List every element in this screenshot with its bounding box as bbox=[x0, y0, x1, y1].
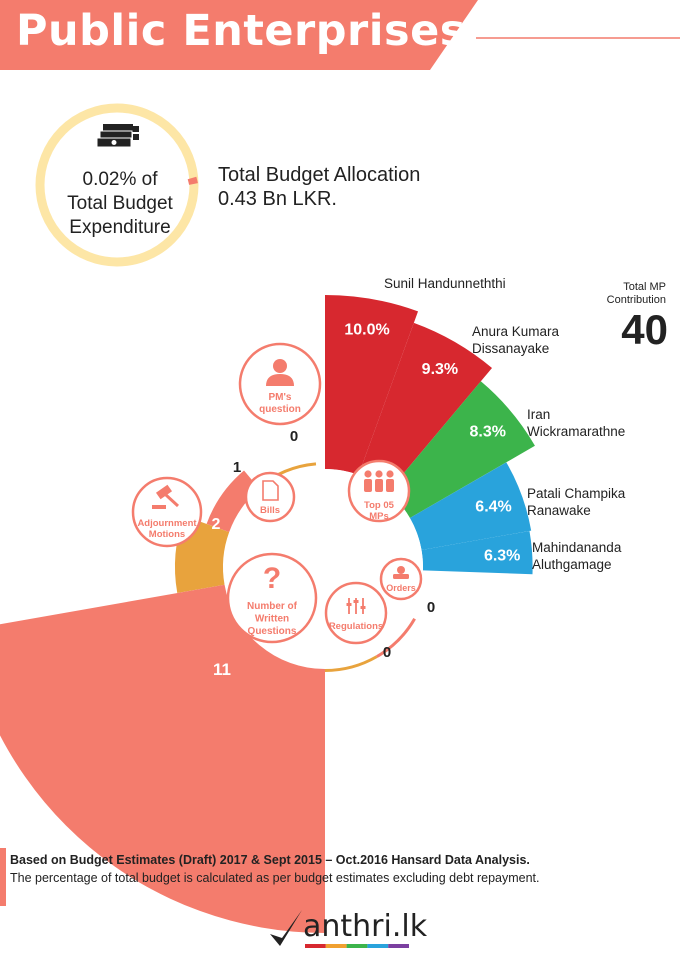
budget-allocation-label: Total Budget Allocation bbox=[218, 164, 421, 186]
mp-name-label: Dissanayake bbox=[472, 341, 549, 356]
budget-share-ring bbox=[35, 103, 199, 267]
mp-bar bbox=[409, 462, 532, 550]
mp-total-label-line1: Total MP bbox=[623, 281, 666, 293]
people-icon bbox=[364, 470, 394, 492]
mp-name-label: Sunil Handunneththi bbox=[384, 276, 506, 291]
regulations-label: Regulations bbox=[329, 621, 383, 632]
written-questions-label: Number of bbox=[247, 601, 298, 612]
top-mps-label: MPs bbox=[369, 511, 389, 522]
logo-color-segment bbox=[305, 944, 326, 948]
footer-accent-bar bbox=[0, 848, 6, 906]
manthri-logo-mark bbox=[270, 910, 302, 946]
logo-color-segment bbox=[367, 944, 389, 948]
mp-name-label: Mahindananda bbox=[532, 540, 622, 555]
budget-share-text: 0.02% of Total Budget Expenditure bbox=[40, 168, 200, 240]
logo-color-segment bbox=[325, 944, 347, 948]
activity-value-label: 0 bbox=[290, 428, 298, 445]
pm-question-label: PM's bbox=[269, 392, 292, 403]
written-questions-badge bbox=[226, 552, 318, 644]
mp-total-value: 40 bbox=[621, 306, 668, 353]
written-questions-label: Questions bbox=[248, 626, 297, 637]
footer-source-note: Based on Budget Estimates (Draft) 2017 &… bbox=[10, 853, 530, 867]
mp-name-label: Patali Champika bbox=[527, 486, 626, 501]
activity-value-label: 1 bbox=[233, 459, 241, 476]
sliders-icon bbox=[346, 598, 366, 614]
mp-bar bbox=[421, 530, 533, 575]
stamp-icon bbox=[393, 566, 409, 579]
page-title: Public Enterprises bbox=[16, 6, 466, 56]
mp-bar bbox=[387, 381, 535, 518]
header-banner bbox=[0, 0, 680, 70]
manthri-logo-text: anthri.lk bbox=[303, 909, 428, 944]
gavel-icon bbox=[152, 484, 180, 509]
activity-bar bbox=[206, 470, 260, 533]
document-icon bbox=[262, 480, 279, 501]
budget-share-line2: Total Budget bbox=[67, 193, 173, 214]
mp-bar bbox=[358, 322, 493, 492]
mp-value-label: 6.4% bbox=[475, 499, 511, 516]
person-icon bbox=[266, 359, 294, 386]
activity-bar bbox=[376, 618, 416, 658]
activity-bar bbox=[325, 655, 378, 672]
adjournment-label: Motions bbox=[149, 529, 185, 540]
mp-name-label: Aluthgamage bbox=[532, 557, 612, 572]
mp-value-label: 10.0% bbox=[344, 322, 389, 339]
question-mark-icon: ? bbox=[263, 562, 281, 595]
mp-value-label: 8.3% bbox=[469, 423, 505, 440]
mp-total-label-line2: Contribution bbox=[606, 294, 666, 306]
pm-question-label: question bbox=[259, 404, 301, 415]
mp-name-label: Wickramarathne bbox=[527, 424, 625, 439]
activity-bar bbox=[257, 462, 317, 489]
mp-name-label: Iran bbox=[527, 407, 550, 422]
written-questions-label: Written bbox=[255, 614, 289, 625]
budget-share-line1: 0.02% of bbox=[82, 169, 158, 190]
activity-value-label: 2 bbox=[212, 516, 221, 533]
budget-share-line3: Expenditure bbox=[69, 217, 171, 238]
logo-color-segment bbox=[346, 944, 368, 948]
logo-color-segment bbox=[388, 944, 409, 948]
activity-value-label: 0 bbox=[427, 599, 435, 616]
footer-method-note: The percentage of total budget is calcul… bbox=[10, 871, 540, 885]
mp-name-label: Ranawake bbox=[527, 503, 591, 518]
budget-allocation-value: 0.43 Bn LKR. bbox=[218, 188, 337, 210]
logo-color-line bbox=[305, 944, 409, 948]
orders-label: Orders bbox=[386, 583, 416, 593]
adjournment-badge bbox=[131, 476, 203, 548]
activity-value-label: 0 bbox=[383, 644, 391, 661]
budget-allocation: Total Budget Allocation 0.43 Bn LKR. bbox=[218, 163, 420, 211]
money-icon bbox=[96, 124, 139, 148]
bills-badge bbox=[244, 471, 296, 523]
top-mps-label: Top 05 bbox=[364, 500, 395, 511]
activity-value-label: 11 bbox=[213, 660, 231, 679]
mp-value-label: 6.3% bbox=[484, 548, 520, 565]
mp-bar bbox=[325, 295, 419, 475]
mp-value-label: 9.3% bbox=[422, 361, 458, 378]
mp-total-label: Total MP Contribution bbox=[584, 281, 666, 307]
mp-name-label: Anura Kumara bbox=[472, 324, 560, 339]
activity-bar bbox=[0, 584, 325, 933]
bills-label: Bills bbox=[260, 505, 280, 516]
adjournment-label: Adjournment bbox=[137, 518, 197, 529]
